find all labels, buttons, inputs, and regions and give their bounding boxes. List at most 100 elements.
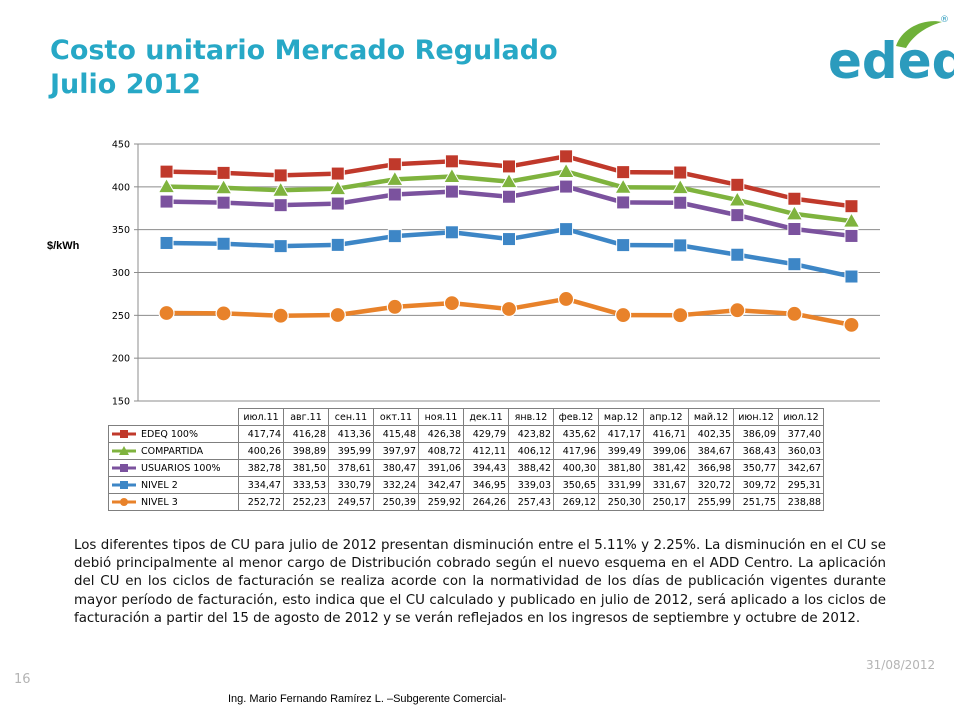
legend-marker (120, 481, 128, 489)
data-point (158, 304, 175, 322)
data-label: 417,17 (598, 425, 644, 443)
x-category-label: сен.11 (328, 408, 374, 426)
data-label: 264,26 (463, 493, 509, 511)
x-category-label: окт.11 (373, 408, 419, 426)
data-label: 415,48 (373, 425, 419, 443)
data-label: 339,03 (508, 476, 554, 494)
data-label: 251,75 (733, 493, 779, 511)
data-label: 386,09 (733, 425, 779, 443)
legend-swatch (112, 498, 136, 506)
data-point (787, 191, 802, 206)
y-axis-label: $/kWh (47, 240, 80, 252)
data-point (216, 195, 231, 210)
data-point (559, 222, 574, 237)
data-label: 377,40 (778, 425, 824, 443)
data-label: 331,67 (643, 476, 689, 494)
data-label: 400,30 (553, 459, 599, 477)
data-label: 416,71 (643, 425, 689, 443)
data-point (786, 305, 803, 322)
data-point (330, 196, 345, 211)
legend-swatch (112, 464, 136, 472)
data-label: 417,96 (553, 442, 599, 460)
data-point (500, 172, 518, 189)
chart-series (157, 149, 861, 333)
data-point (443, 295, 461, 312)
data-point (842, 212, 861, 228)
data-label: 259,92 (418, 493, 464, 511)
data-point (672, 307, 689, 324)
data-label: 402,35 (688, 425, 734, 443)
data-label: 334,47 (238, 476, 284, 494)
table-body: EDEQ 100% 417,74 416,28 413,36 415,48 426,38 4… (108, 425, 824, 511)
data-point (729, 302, 746, 319)
data-label: 366,98 (688, 459, 734, 477)
data-point (215, 305, 232, 322)
legend-entry: COMPARTIDA (108, 442, 239, 460)
data-point (614, 178, 633, 194)
title-line-2: Julio 2012 (50, 69, 201, 100)
y-tick-label: 350 (112, 225, 130, 236)
data-point (787, 257, 802, 272)
data-label: 295,31 (778, 476, 824, 494)
data-label: 406,12 (508, 442, 554, 460)
x-category-label: мар.12 (598, 408, 644, 426)
legend-label: EDEQ 100% (141, 428, 198, 440)
series-usuarios-100- (159, 179, 859, 243)
legend-label: USUARIOS 100% (141, 462, 221, 474)
table-row: USUARIOS 100% 382,78 381,50 378,61 380,47 391… (108, 459, 824, 477)
data-label: 416,28 (283, 425, 329, 443)
data-point (385, 170, 404, 186)
registered-mark: ® (940, 15, 949, 25)
table-corner (109, 409, 239, 426)
data-label: 238,88 (778, 493, 824, 511)
x-category-label: дек.11 (463, 408, 509, 426)
x-category-label: июл.11 (238, 408, 284, 426)
data-label: 250,17 (643, 493, 689, 511)
data-point (444, 184, 459, 199)
data-point (844, 269, 859, 284)
legend-swatch (112, 446, 136, 455)
x-category-label: янв.12 (508, 408, 554, 426)
y-tick-label: 150 (112, 397, 130, 408)
data-point (559, 149, 574, 164)
data-point (843, 316, 860, 333)
legend-entry: EDEQ 100% (108, 425, 239, 443)
title-line-1: Costo unitario Mercado Regulado (50, 35, 558, 66)
data-label: 426,38 (418, 425, 464, 443)
y-tick-label: 300 (112, 268, 130, 279)
table-header-row: июл.11 авг.11 сен.11 окт.11 ноя.11 дек.11 янв.… (109, 408, 824, 426)
data-point (272, 307, 289, 324)
data-label: 269,12 (553, 493, 599, 511)
legend-marker (120, 464, 128, 472)
data-label: 384,67 (688, 442, 734, 460)
data-label: 412,11 (463, 442, 509, 460)
y-tick-label: 250 (112, 311, 130, 322)
data-label: 395,99 (328, 442, 374, 460)
data-point (616, 165, 631, 180)
data-label: 333,53 (283, 476, 329, 494)
table-row: NIVEL 3 252,72 252,23 249,57 250,39 259,92 264… (108, 493, 824, 511)
legend-marker (120, 430, 128, 438)
data-point (844, 228, 859, 243)
x-category-label: ноя.11 (418, 408, 464, 426)
x-category-label: апр.12 (643, 408, 689, 426)
series-nivel-2 (159, 222, 859, 284)
data-point (387, 187, 402, 202)
data-label: 394,43 (463, 459, 509, 477)
data-point (328, 179, 347, 196)
data-label: 399,49 (598, 442, 644, 460)
data-point (157, 177, 176, 194)
data-label: 429,79 (463, 425, 509, 443)
logo-wordmark: edeq (828, 32, 954, 90)
series-edeq-100- (159, 149, 859, 214)
series-compartida (157, 162, 861, 228)
data-label: 360,03 (778, 442, 824, 460)
data-label: 331,99 (598, 476, 644, 494)
data-point (671, 178, 690, 195)
data-point (330, 237, 345, 252)
data-label: 391,06 (418, 459, 464, 477)
legend-entry: NIVEL 2 (108, 476, 239, 494)
y-tick-label: 400 (112, 182, 130, 193)
data-point (273, 239, 288, 254)
data-point (271, 181, 290, 197)
